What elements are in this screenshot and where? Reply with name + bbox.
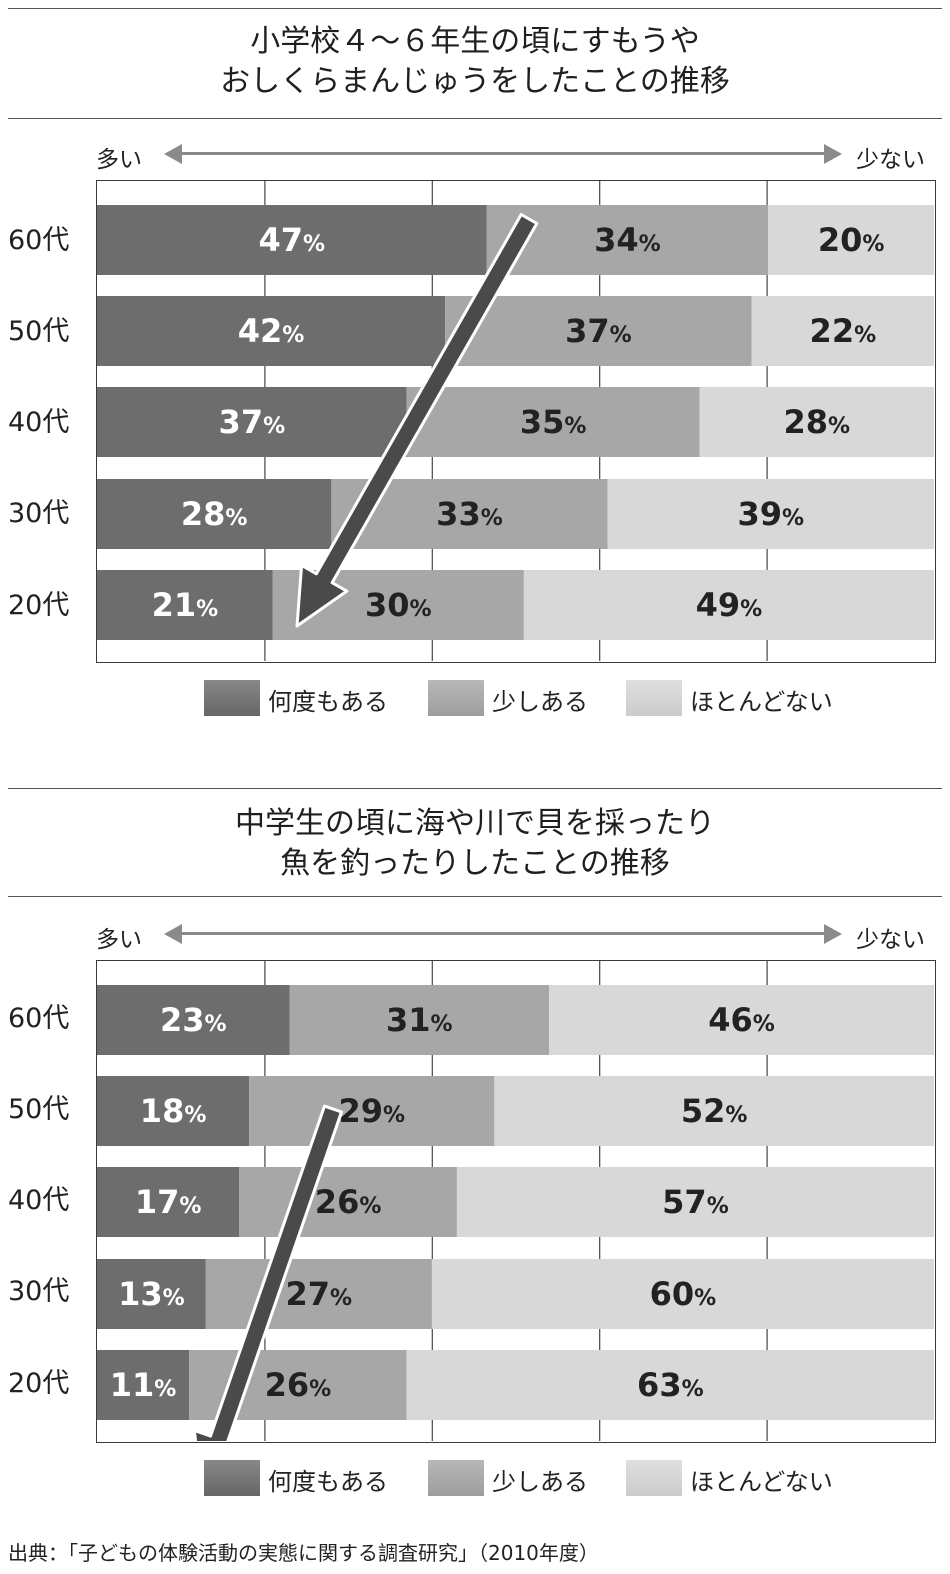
legend-label: 何度もある — [268, 1468, 388, 1496]
bar-segment — [97, 1076, 250, 1146]
bar-segment — [97, 205, 487, 275]
bar-segment — [205, 1259, 432, 1329]
data-label: 11% — [110, 1366, 177, 1404]
direction-arrow-line — [180, 152, 826, 155]
legend-swatch — [204, 1460, 260, 1496]
data-label: 63% — [637, 1366, 704, 1404]
bar-segment — [97, 479, 332, 549]
legend-label: ほとんどない — [690, 688, 833, 716]
bar-segment — [406, 387, 700, 457]
legend-label: 少しある — [492, 1468, 588, 1496]
chart-title-line-1: 小学校４～６年生の頃にすもうや — [250, 24, 700, 59]
data-label: 27% — [286, 1275, 353, 1313]
title-rule — [8, 896, 942, 897]
data-label: 37% — [565, 312, 632, 350]
bar-segment — [751, 296, 934, 366]
data-label: 34% — [594, 221, 661, 259]
top-rule — [8, 8, 942, 9]
row-label: 20代 — [8, 590, 70, 621]
row-label: 60代 — [8, 1003, 70, 1034]
bar-segment — [445, 296, 752, 366]
direction-label-more: 多い — [96, 147, 142, 173]
legend-label: 何度もある — [268, 688, 388, 716]
chart-panel-2: 中学生の頃に海や川で貝を採ったり 魚を釣ったりしたことの推移 多い 少ない 60… — [0, 780, 950, 1530]
row-label: 60代 — [8, 225, 70, 256]
bar-segment — [97, 387, 407, 457]
top-rule — [8, 788, 942, 789]
bar-segment — [607, 479, 934, 549]
direction-arrow-left-icon — [164, 924, 182, 944]
chart-panel-1: 小学校４～６年生の頃にすもうや おしくらまんじゅうをしたことの推移 多い 少ない… — [0, 0, 950, 770]
source-note: 出典：「子どもの体験活動の実態に関する調査研究」（2010年度） — [8, 1541, 599, 1565]
direction-arrow-left-icon — [164, 144, 182, 164]
direction-arrow-line — [180, 932, 826, 935]
legend-label: ほとんどない — [690, 1468, 833, 1496]
bar-segment — [406, 1350, 934, 1420]
row-label: 50代 — [8, 1094, 70, 1125]
bar-segment — [97, 1259, 206, 1329]
trend-arrow-icon — [295, 213, 539, 628]
chart-title-line-2: 魚を釣ったりしたことの推移 — [280, 846, 670, 881]
bar-segment — [239, 1167, 457, 1237]
plot-area: 47% 34% 20% 42% 37% 22% 37% 35% 28% 28% 33% 39% 21% 3… — [96, 180, 936, 663]
bar-segment — [97, 570, 273, 640]
bar-segment — [486, 205, 769, 275]
bar-segment — [431, 1259, 934, 1329]
direction-arrow-right-icon — [824, 144, 842, 164]
chart-title-line-1: 中学生の頃に海や川で貝を採ったり — [235, 806, 715, 841]
stacked-bar-chart: 23% 31% 46%18% 29% 52%17% 26% 57%13% 27% 60%11% 2… — [97, 961, 934, 1493]
stacked-bar-chart: 47% 34% 20%42% 37% 22%37% 35% 28%28% 33% 39%21% 3… — [97, 181, 934, 661]
data-label: 46% — [708, 1001, 775, 1039]
legend-swatch — [428, 1460, 484, 1496]
bar-segment — [768, 205, 934, 275]
legend-swatch — [204, 680, 260, 716]
row-label: 40代 — [8, 407, 70, 438]
row-label: 50代 — [8, 316, 70, 347]
bar-segment — [548, 985, 934, 1055]
row-label: 20代 — [8, 1368, 70, 1399]
bar-segment — [456, 1167, 934, 1237]
bar-segment — [97, 1350, 190, 1420]
bar-segment — [97, 1167, 240, 1237]
legend-swatch — [626, 1460, 682, 1496]
row-label: 40代 — [8, 1185, 70, 1216]
bar-segment — [97, 985, 290, 1055]
bar-segment — [97, 296, 446, 366]
legend-label: 少しある — [492, 688, 588, 716]
row-label: 30代 — [8, 1276, 70, 1307]
bar-segment — [289, 985, 549, 1055]
data-label: 47% — [258, 221, 325, 259]
chart-title-line-2: おしくらまんじゅうをしたことの推移 — [220, 64, 730, 99]
direction-label-more: 多い — [96, 927, 142, 953]
legend-swatch — [626, 680, 682, 716]
title-rule — [8, 118, 942, 119]
direction-label-less: 少ない — [856, 147, 925, 173]
direction-label-less: 少ない — [856, 927, 925, 953]
legend-swatch — [428, 680, 484, 716]
plot-area: 23% 31% 46% 18% 29% 52% 17% 26% 57% 13% 27% 60% 11% 2… — [96, 960, 936, 1493]
bar-segment — [494, 1076, 934, 1146]
data-label: 30% — [365, 586, 432, 624]
row-label: 30代 — [8, 498, 70, 529]
direction-arrow-right-icon — [824, 924, 842, 944]
bar-segment — [523, 570, 934, 640]
bar-segment — [249, 1076, 495, 1146]
bar-segment — [699, 387, 934, 457]
